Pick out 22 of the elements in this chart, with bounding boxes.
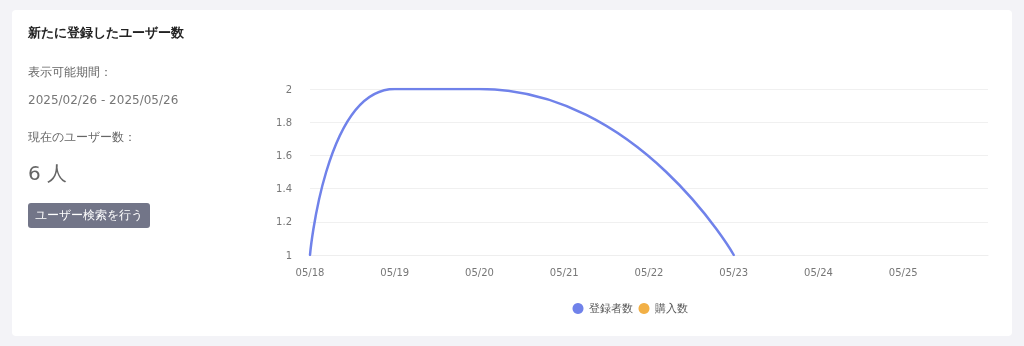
text: 2025/02/26 - 2025/05/26 [28, 93, 180, 107]
y-tick-label: 1 [285, 249, 292, 261]
x-tick-label: 05/19 [380, 266, 410, 278]
x-tick-label: 05/22 [634, 266, 664, 278]
x-tick-label: 05/18 [295, 266, 325, 278]
x-tick-label: 05/24 [804, 266, 833, 278]
text: 表示可能期間： [28, 64, 113, 81]
x-tick-label: 05/23 [719, 266, 749, 278]
text: 現在のユーザー数： [28, 129, 137, 146]
text: 6 人 [28, 160, 69, 187]
legend-label: 登録者数 [588, 302, 633, 315]
search-button: ユーザー検索を行う [28, 203, 150, 228]
legend-label: 購入数 [654, 302, 688, 315]
x-tick-label: 05/21 [549, 266, 579, 278]
x-tick-label: 05/20 [465, 266, 494, 278]
y-tick-label: 1.8 [276, 116, 292, 128]
y-tick-label: 1.2 [276, 216, 292, 228]
x-tick-label: 05/25 [888, 266, 918, 278]
y-tick-label: 1.4 [276, 183, 292, 195]
y-tick-label: 1.6 [276, 149, 292, 161]
text: 新たに登録したユーザー数 [28, 24, 185, 42]
y-tick-label: 2 [285, 83, 292, 95]
